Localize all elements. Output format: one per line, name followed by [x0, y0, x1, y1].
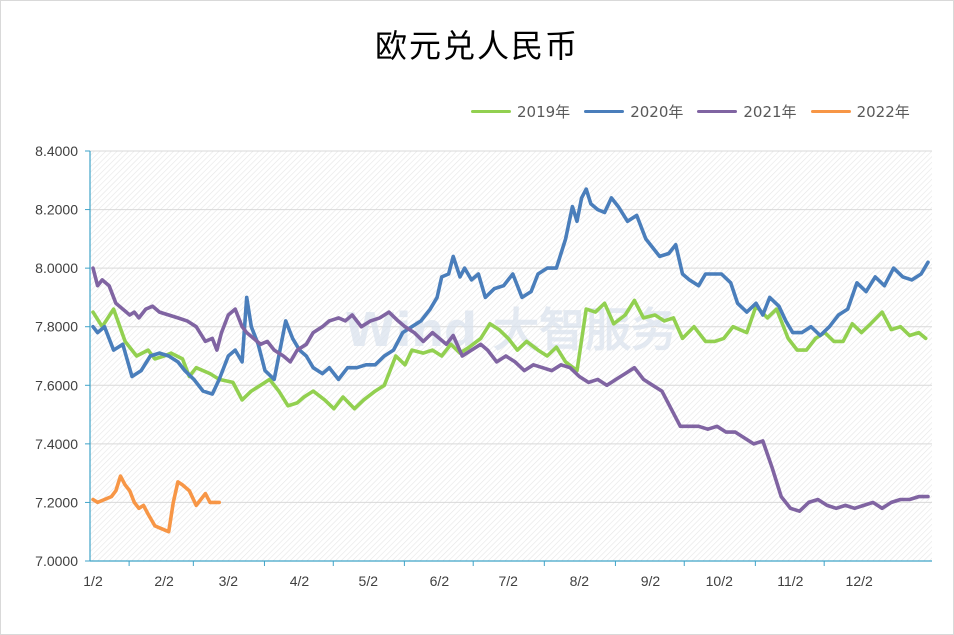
x-tick-label: 10/2: [706, 573, 733, 589]
y-tick-label: 7.2000: [35, 494, 78, 510]
x-tick-label: 9/2: [641, 573, 661, 589]
x-tick-label: 6/2: [430, 573, 450, 589]
series-line-2019年[interactable]: [91, 298, 928, 411]
legend-swatch-2021: [697, 110, 738, 113]
y-tick-label: 7.0000: [35, 553, 78, 569]
legend-swatch-2022: [810, 110, 851, 113]
x-tick-label: 2/2: [154, 573, 174, 589]
x-tick-label: 11/2: [777, 573, 803, 589]
x-tick-label: 5/2: [359, 573, 379, 589]
x-tick-label: 4/2: [290, 573, 310, 589]
legend-item-2021[interactable]: 2021年: [697, 101, 797, 122]
x-tick-label: 3/2: [219, 573, 239, 589]
legend-label-2021: 2021年: [743, 103, 797, 121]
x-tick-label: 8/2: [570, 573, 590, 589]
legend-item-2022[interactable]: 2022年: [810, 101, 910, 122]
series-line-2020年[interactable]: [91, 187, 930, 396]
x-tick-label: 1/2: [83, 573, 103, 589]
y-tick-label: 8.0000: [35, 260, 78, 276]
x-tick-label: 7/2: [498, 573, 518, 589]
x-tick-label: 12/2: [846, 573, 873, 589]
legend-swatch-2020: [584, 110, 625, 113]
legend-item-2020[interactable]: 2020年: [584, 101, 683, 122]
y-tick-label: 8.4000: [35, 143, 78, 159]
chart-legend: 2019年 2020年 2021年 2022年: [471, 101, 910, 122]
y-tick-label: 7.6000: [35, 377, 78, 393]
watermark-text: Wind 大智服务: [345, 303, 677, 357]
chart-title: 欧元兑人民币: [374, 27, 579, 65]
legend-swatch-2019: [471, 110, 511, 113]
y-tick-label: 7.4000: [35, 436, 78, 452]
legend-label-2020: 2020年: [630, 103, 684, 121]
y-tick-label: 7.8000: [35, 319, 78, 335]
legend-item-2019[interactable]: 2019年: [471, 101, 570, 122]
legend-label-2022: 2022年: [856, 103, 910, 121]
legend-label-2019: 2019年: [517, 103, 571, 121]
series-line-2021年[interactable]: [91, 266, 930, 514]
series-line-2022年[interactable]: [91, 474, 221, 534]
y-tick-label: 8.2000: [35, 202, 78, 218]
